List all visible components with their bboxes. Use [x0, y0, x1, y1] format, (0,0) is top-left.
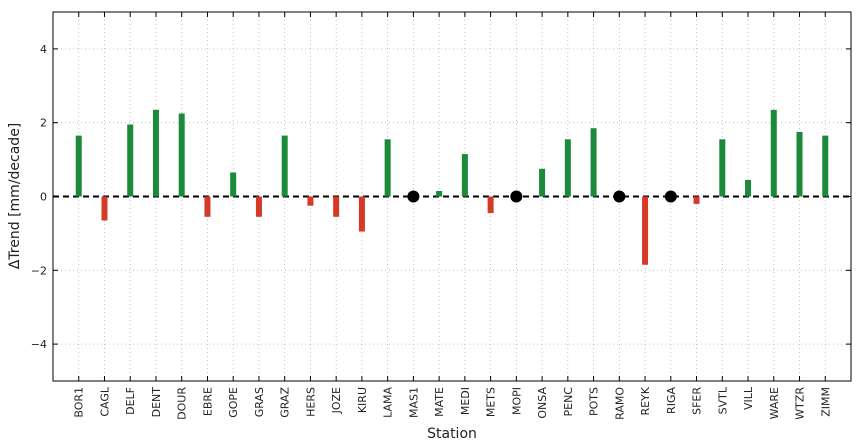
bar-svtl: [719, 139, 726, 197]
x-tick-label: MAS1: [407, 387, 420, 418]
bar-graz: [281, 135, 288, 197]
x-tick-label: EBRE: [201, 387, 214, 416]
x-tick-label: KIRU: [356, 387, 369, 413]
bar-bor1: [75, 135, 82, 197]
x-tick-label: HERS: [304, 387, 317, 417]
bar-sfer: [693, 196, 700, 204]
bar-wtzr: [796, 131, 803, 197]
x-tick-label: GRAS: [253, 387, 266, 417]
y-axis: −4 −2 0 2 4: [31, 43, 851, 351]
x-axis-title: Station: [427, 426, 477, 442]
y-tick-label: −2: [31, 264, 47, 277]
zero-marker-ramo: [613, 190, 626, 203]
bar-reyk: [642, 196, 649, 265]
x-tick-label: RAMO: [613, 387, 626, 420]
x-tick-label: WARE: [768, 387, 781, 419]
bar-kiru: [358, 196, 365, 232]
zero-marker-mas1: [407, 190, 420, 203]
bar-joze: [333, 196, 340, 217]
x-tick-label: MEDI: [459, 387, 472, 415]
bar-mets: [487, 196, 494, 214]
y-tick-label: 2: [40, 117, 47, 130]
x-tick-label: WTZR: [794, 387, 807, 420]
x-tick-label: GRAZ: [279, 387, 292, 418]
x-tick-label: GOPE: [227, 387, 240, 418]
bar-pots: [590, 128, 597, 197]
x-tick-label: DENT: [150, 387, 163, 418]
y-axis-title: ΔTrend [mm/decade]: [7, 123, 23, 270]
x-tick-label: MATE: [433, 387, 446, 417]
bar-cagl: [101, 196, 108, 221]
x-tick-label: JOZE: [330, 387, 343, 414]
bar-medi: [461, 154, 468, 197]
x-tick-label: POTS: [588, 387, 601, 416]
zero-marker-riga: [664, 190, 677, 203]
plot-frame: [52, 11, 852, 382]
bar-dent: [152, 109, 159, 197]
bar-ebre: [204, 196, 211, 217]
x-tick-label: LAMA: [382, 387, 395, 418]
bar-penc: [564, 139, 571, 197]
x-tick-label: MOPI: [510, 387, 523, 415]
bar-onsa: [539, 168, 546, 197]
bar-hers: [307, 196, 314, 206]
zero-marker-mopi: [510, 190, 523, 203]
x-tick-label: SVTL: [716, 386, 729, 414]
x-tick-label: DELF: [124, 387, 137, 415]
x-axis: BOR1 CAGL DELF DENT DOUR EBRE GOPE GRAS GRAZ HERS…: [73, 12, 832, 420]
x-tick-label: REYK: [639, 386, 652, 415]
y-tick-label: 0: [40, 191, 47, 204]
x-tick-label: ONSA: [536, 387, 549, 419]
bar-mate: [436, 190, 443, 197]
zero-markers: [407, 190, 677, 203]
bar-zimm: [822, 135, 829, 197]
x-tick-label: METS: [485, 387, 498, 417]
bar-gope: [230, 172, 237, 197]
x-tick-label: DOUR: [176, 387, 189, 420]
y-tick-label: −4: [31, 338, 47, 351]
x-tick-label: CAGL: [98, 386, 111, 417]
bar-gras: [255, 196, 262, 217]
x-tick-label: PENC: [562, 387, 575, 417]
x-tick-label: VILL: [742, 386, 755, 410]
bar-vill: [745, 179, 752, 197]
bar-ware: [770, 109, 777, 197]
x-tick-label: BOR1: [73, 387, 86, 418]
y-tick-label: 4: [40, 43, 47, 56]
bar-delf: [127, 124, 134, 197]
bar-dour: [178, 113, 185, 197]
bar-lama: [384, 139, 391, 197]
x-tick-label: SFER: [691, 387, 704, 415]
x-tick-label: ZIMM: [819, 387, 832, 417]
x-tick-label: RIGA: [665, 387, 678, 414]
plot-background: [53, 12, 851, 381]
bars: [75, 109, 829, 265]
